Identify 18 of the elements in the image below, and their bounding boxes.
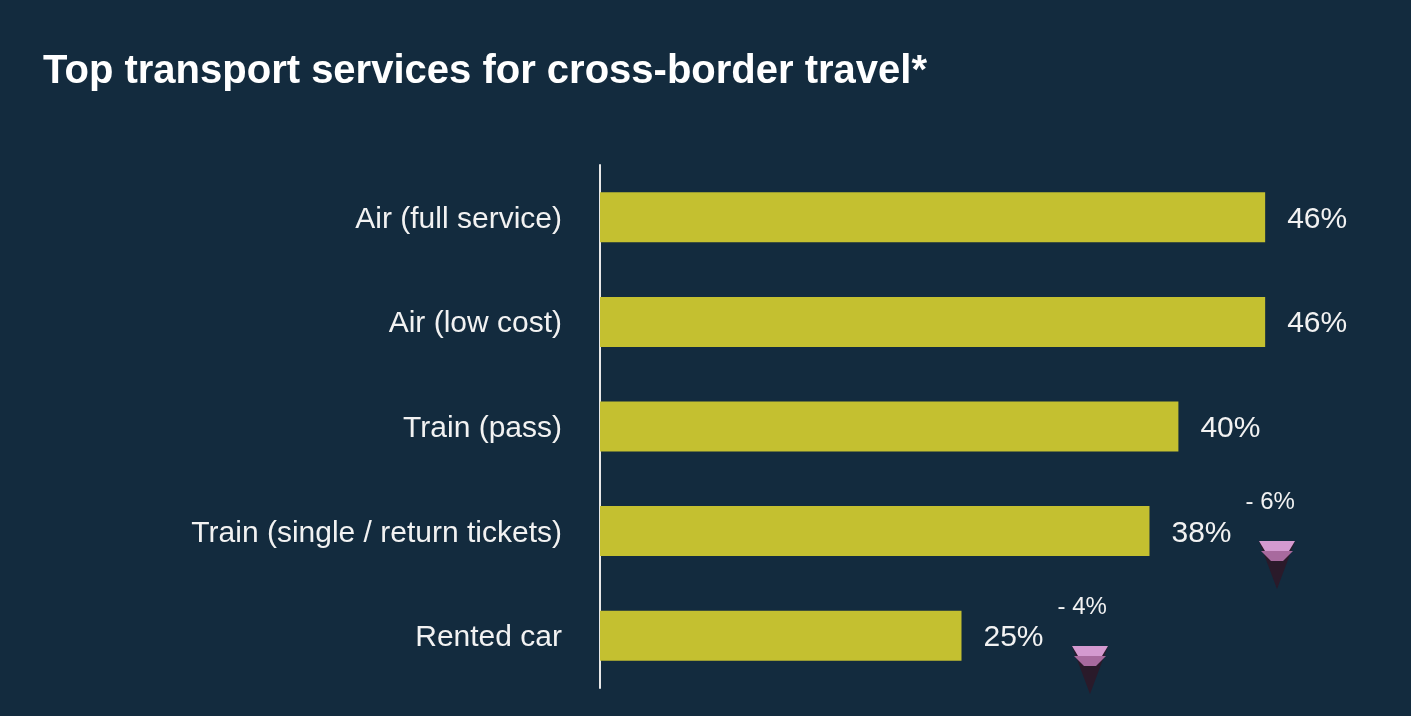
bar (600, 296, 1266, 347)
chart-title: Top transport services for cross-border travel* (43, 47, 928, 91)
data-label: 40% (1200, 410, 1261, 443)
bar (600, 610, 962, 661)
y-tick-label: Train (single / return tickets) (191, 514, 562, 548)
y-tick-label: Train (pass) (403, 410, 562, 443)
data-label: 46% (1287, 305, 1348, 339)
y-tick-label: Air (low cost) (388, 305, 562, 339)
data-label: 46% (1287, 200, 1348, 234)
data-label: 25% (983, 619, 1044, 653)
y-tick-label: Air (full service) (355, 200, 562, 234)
bar (600, 506, 1150, 557)
bar (600, 192, 1266, 243)
annotation: - 6% (1245, 487, 1295, 516)
annotation: - 4% (1057, 591, 1107, 620)
data-label: 38% (1171, 514, 1232, 548)
y-tick-label: Rented car (415, 619, 563, 653)
bar (600, 401, 1179, 452)
